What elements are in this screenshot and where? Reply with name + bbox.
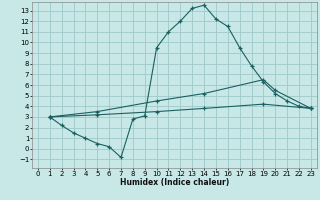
X-axis label: Humidex (Indice chaleur): Humidex (Indice chaleur) — [120, 178, 229, 187]
